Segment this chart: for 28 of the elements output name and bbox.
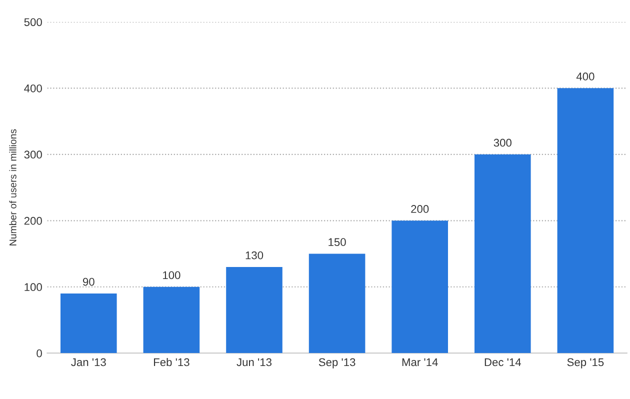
bar <box>557 88 614 354</box>
x-tick-label: Jan '13 <box>71 358 106 366</box>
bar <box>392 220 448 354</box>
y-tick-label: 500 <box>24 18 42 26</box>
x-tick-label: Mar '14 <box>402 358 438 366</box>
data-label: 200 <box>411 205 429 213</box>
y-tick-label: 100 <box>24 283 42 292</box>
data-label: 400 <box>576 72 594 80</box>
data-label: 300 <box>494 138 512 147</box>
data-label: 130 <box>246 251 264 260</box>
bar <box>143 286 200 354</box>
bar <box>474 154 531 354</box>
y-tick-label: 0 <box>36 349 42 358</box>
data-label: 100 <box>163 271 180 280</box>
bar <box>226 267 282 354</box>
x-tick-label: Sep '13 <box>318 358 356 368</box>
data-label: 90 <box>82 278 94 286</box>
y-axis-title: Number of users in millions <box>9 129 16 246</box>
x-tick-label: Sep '15 <box>567 358 604 368</box>
bar <box>60 294 117 354</box>
y-tick-label: 200 <box>24 216 42 225</box>
y-tick-label: 300 <box>24 150 42 159</box>
y-tick-label: 400 <box>24 84 42 92</box>
x-tick-label: Dec '14 <box>484 358 521 366</box>
x-tick-label: Jun '13 <box>236 358 272 366</box>
x-tick-label: Feb '13 <box>154 358 190 366</box>
data-label: 150 <box>328 238 346 246</box>
bar <box>308 254 366 354</box>
